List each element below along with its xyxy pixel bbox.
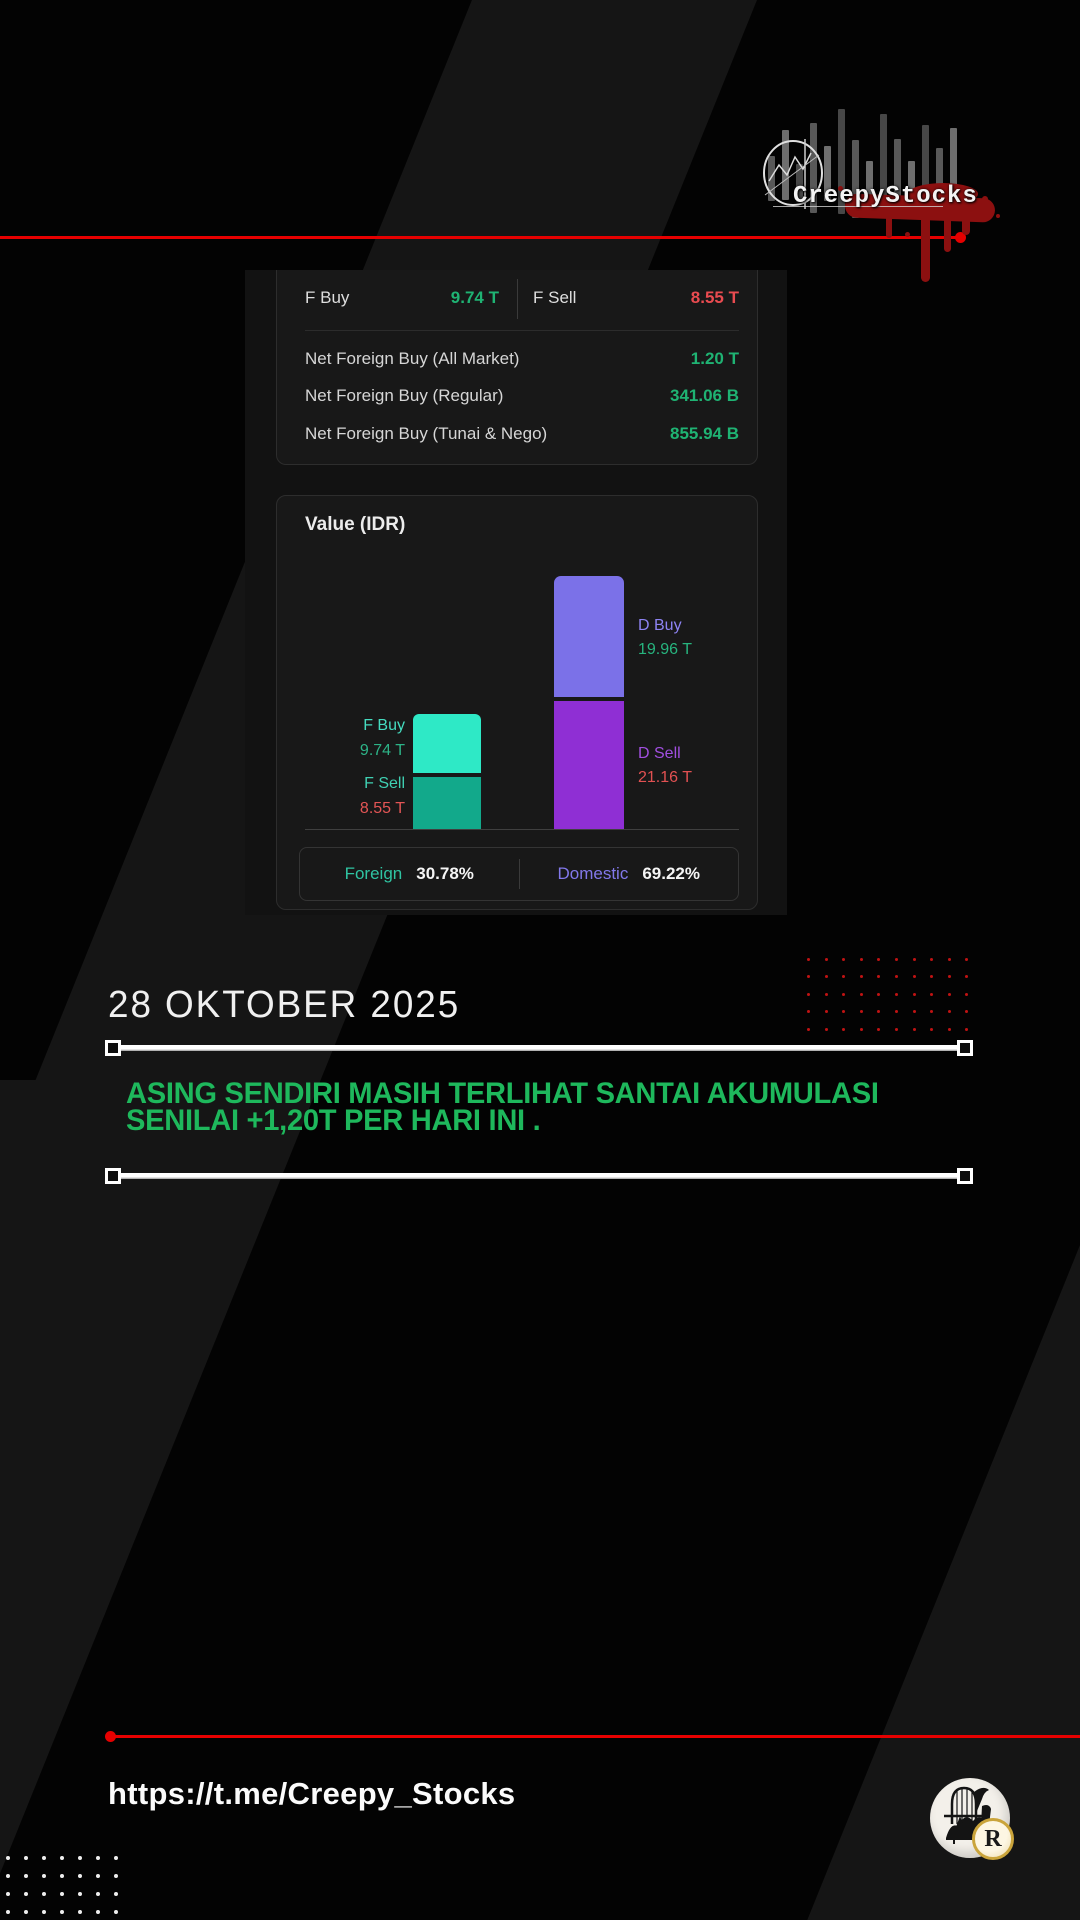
top-red-divider-dot: [955, 232, 966, 243]
coin-letter: R: [984, 1825, 1002, 1852]
foreign-label: Foreign: [344, 864, 403, 883]
domestic-label: Domestic: [557, 864, 629, 883]
divider-end-square: [105, 1040, 121, 1056]
f-buy-bar-segment: [413, 714, 481, 773]
f-buy-bar-value: 9.74 T: [359, 742, 405, 759]
top-red-divider: [0, 236, 958, 239]
white-dot-grid-decoration: [6, 1856, 136, 1920]
headline-line-2: SENILAI +1,20T PER HARI INI .: [126, 1104, 541, 1137]
blood-drip-decoration: [886, 212, 892, 238]
net-foreign-all-market-value: 1.20 T: [690, 349, 739, 368]
divider-end-square: [957, 1040, 973, 1056]
net-foreign-tunai-nego-value: 855.94 B: [670, 424, 739, 443]
coin-badge: R: [972, 1818, 1014, 1860]
brand-logo: CreepyStocks: [755, 105, 1005, 295]
d-buy-bar-segment: [554, 576, 624, 697]
headline-text: ASING SENDIRI MASIH TERLIHAT SANTAI AKUM…: [126, 1077, 879, 1137]
candlestick-decoration: [768, 109, 973, 235]
f-buy-label: F Buy: [305, 288, 350, 307]
net-foreign-regular-label: Net Foreign Buy (Regular): [305, 386, 504, 405]
divider-end-square: [957, 1168, 973, 1184]
blood-drip-decoration: [944, 210, 951, 252]
blood-dot: [996, 214, 1000, 218]
d-sell-bar-value: 21.16 T: [638, 769, 692, 786]
d-sell-bar-segment: [554, 701, 624, 829]
date-heading: 28 OKTOBER 2025: [108, 984, 461, 1026]
brand-underline: [773, 206, 943, 207]
f-buy-value: 9.74 T: [450, 288, 499, 307]
telegram-url-link[interactable]: https://t.me/Creepy_Stocks: [108, 1776, 516, 1811]
foreign-percent: 30.78%: [416, 864, 474, 883]
net-foreign-tunai-nego-row: Net Foreign Buy (Tunai & Nego) 855.94 B: [305, 424, 739, 448]
scribble-circle-icon: [763, 139, 823, 209]
headline-line-1: ASING SENDIRI MASIH TERLIHAT SANTAI AKUM…: [126, 1077, 879, 1110]
f-buy-bar-label: F Buy: [363, 717, 405, 734]
f-sell-bar-segment: [413, 777, 481, 829]
divider-bar: [119, 1173, 959, 1179]
bottom-red-divider-dot: [105, 1731, 116, 1742]
f-sell-bar-value: 8.55 T: [359, 800, 405, 817]
foreign-domestic-stats: Foreign 30.78% Domestic 69.22%: [299, 847, 739, 901]
net-foreign-regular-row: Net Foreign Buy (Regular) 341.06 B: [305, 386, 739, 410]
brand-logo-text: CreepyStocks: [793, 183, 978, 210]
divider-bar: [119, 1045, 959, 1051]
net-foreign-regular-value: 341.06 B: [670, 386, 739, 405]
horizontal-divider: [305, 330, 739, 331]
blood-dot: [905, 232, 910, 237]
red-dot-grid-decoration: [807, 958, 977, 1068]
market-summary-panel: F Buy 9.74 T F Sell 8.55 T Net Foreign B…: [245, 270, 787, 915]
net-foreign-all-market-label: Net Foreign Buy (All Market): [305, 349, 520, 368]
bottom-red-divider: [113, 1735, 1080, 1738]
domestic-percent: 69.22%: [642, 864, 701, 883]
f-sell-value: 8.55 T: [690, 288, 739, 307]
chart-baseline: [305, 829, 739, 830]
foreign-flow-summary-card: F Buy 9.74 T F Sell 8.55 T Net Foreign B…: [276, 270, 758, 465]
d-sell-bar-label: D Sell: [638, 745, 681, 762]
channel-logo: R: [930, 1778, 1014, 1860]
net-foreign-all-market-row: Net Foreign Buy (All Market) 1.20 T: [305, 349, 739, 373]
vertical-divider: [518, 859, 520, 889]
foreign-stat: Foreign 30.78%: [300, 864, 519, 884]
value-idr-chart-card: Value (IDR) F Buy 9.74 T F Sell 8.55 T D…: [276, 495, 758, 910]
blood-drip-decoration: [962, 205, 970, 235]
vertical-divider: [517, 279, 518, 319]
f-sell-label: F Sell: [533, 288, 577, 307]
blood-dot: [838, 186, 843, 191]
blood-dot: [982, 196, 988, 202]
divider-end-square: [105, 1168, 121, 1184]
domestic-stat: Domestic 69.22%: [520, 864, 739, 884]
chart-title: Value (IDR): [305, 514, 406, 535]
blood-drip-decoration: [921, 210, 930, 282]
d-buy-bar-value: 19.96 T: [638, 641, 692, 658]
d-buy-bar-label: D Buy: [638, 617, 682, 634]
buy-sell-row: F Buy 9.74 T F Sell 8.55 T: [277, 270, 757, 328]
blood-splatter-decoration: [908, 183, 978, 205]
net-foreign-tunai-nego-label: Net Foreign Buy (Tunai & Nego): [305, 424, 548, 443]
f-sell-bar-label: F Sell: [364, 775, 405, 792]
